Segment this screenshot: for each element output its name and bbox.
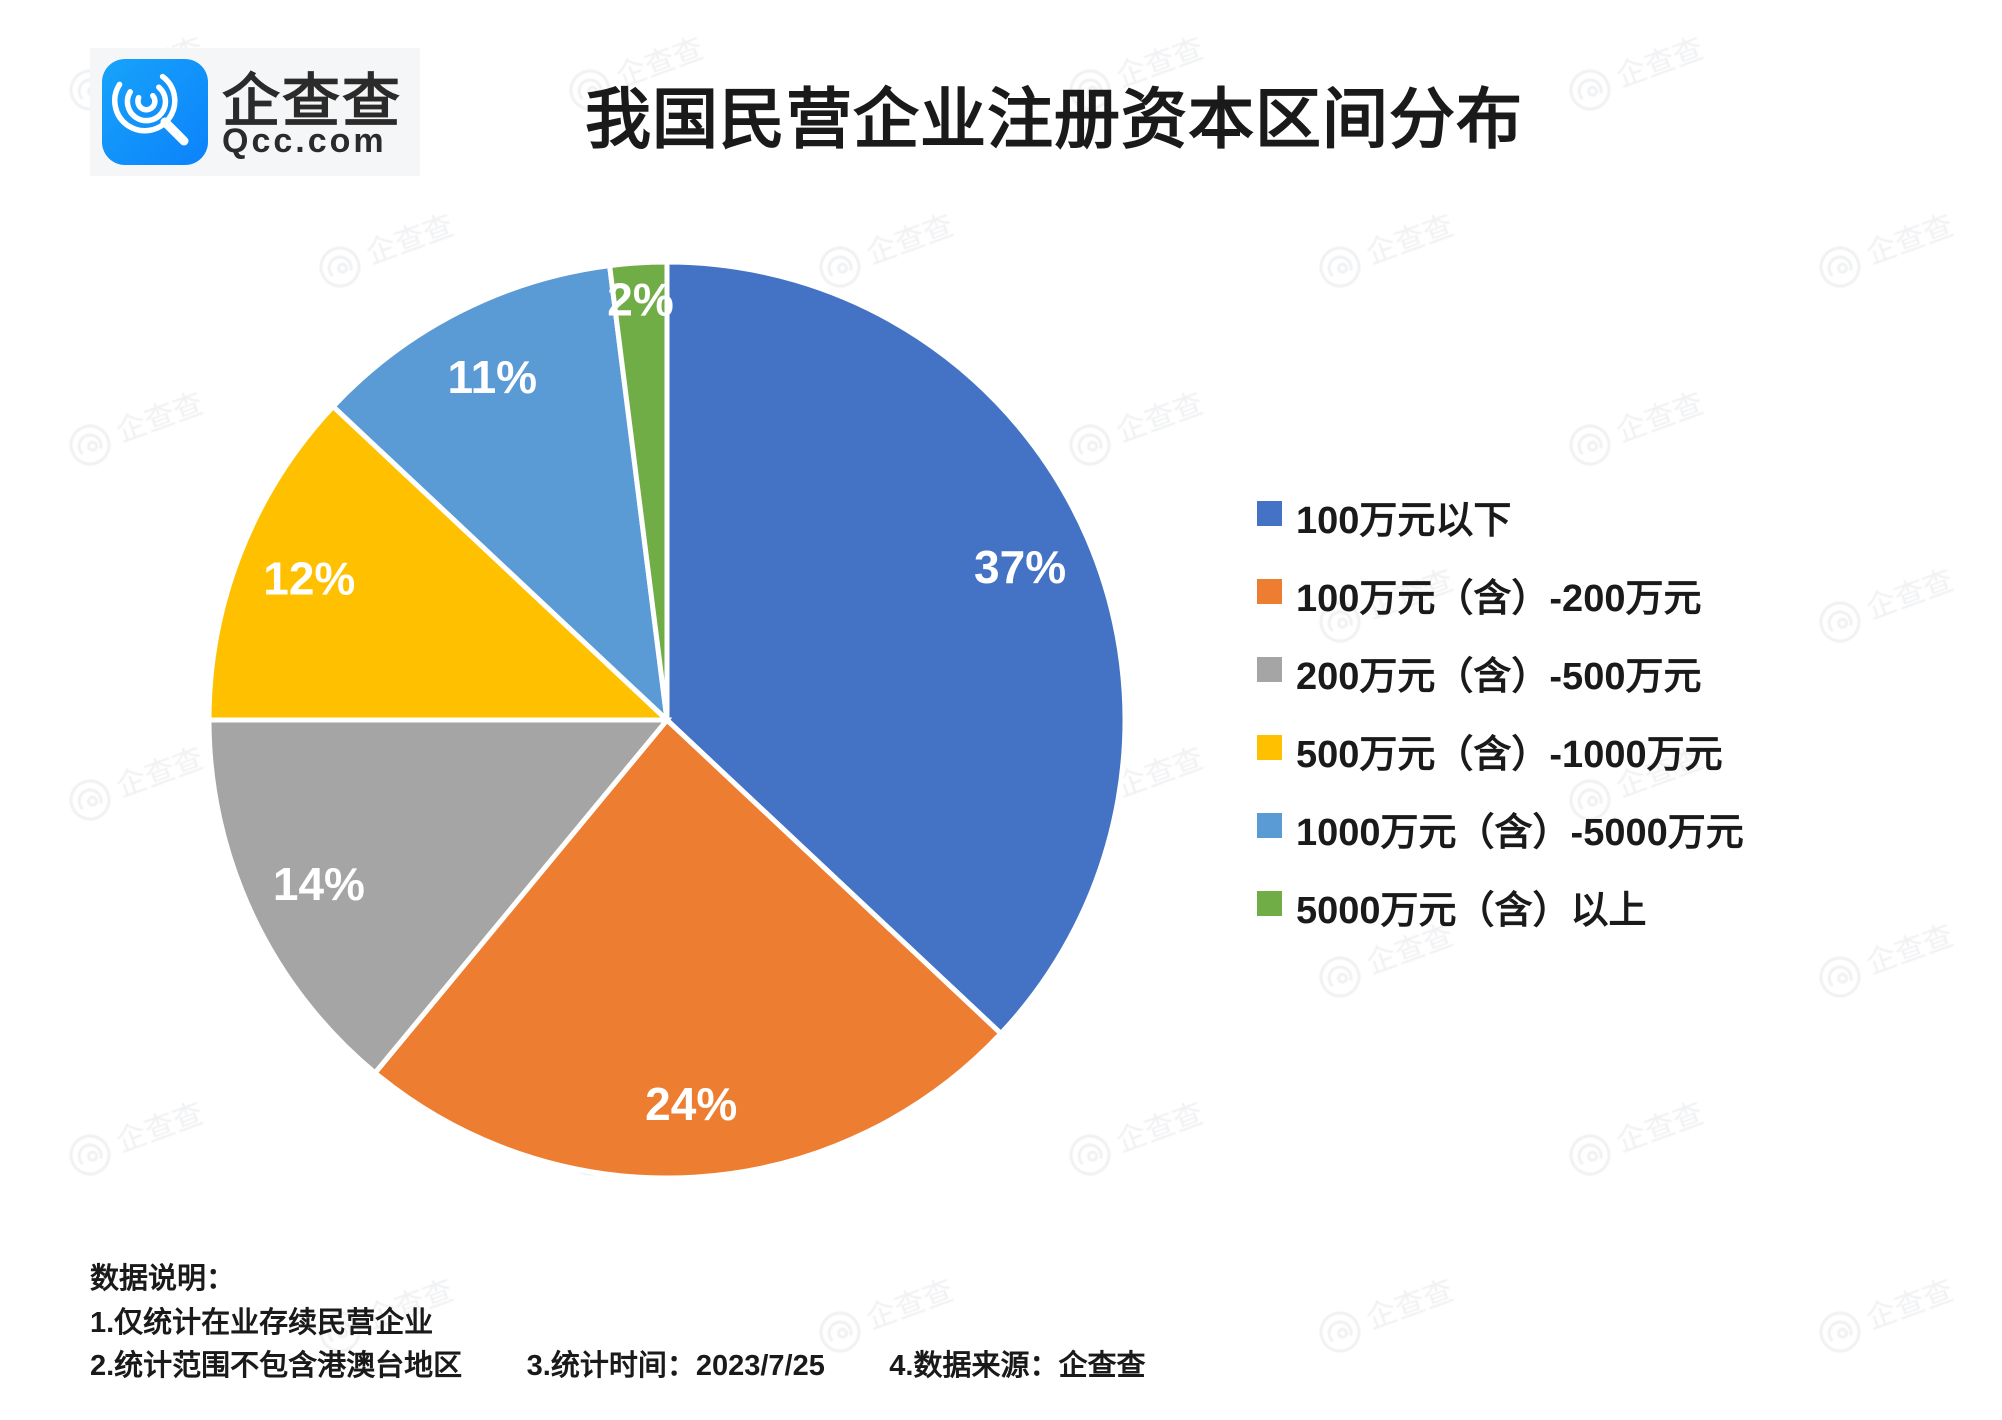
svg-text:24%: 24% — [645, 1078, 737, 1130]
svg-text:2%: 2% — [607, 274, 673, 326]
svg-text:37%: 37% — [974, 541, 1066, 593]
svg-text:11%: 11% — [448, 351, 538, 403]
svg-text:12%: 12% — [263, 552, 355, 604]
svg-text:14%: 14% — [273, 858, 365, 910]
